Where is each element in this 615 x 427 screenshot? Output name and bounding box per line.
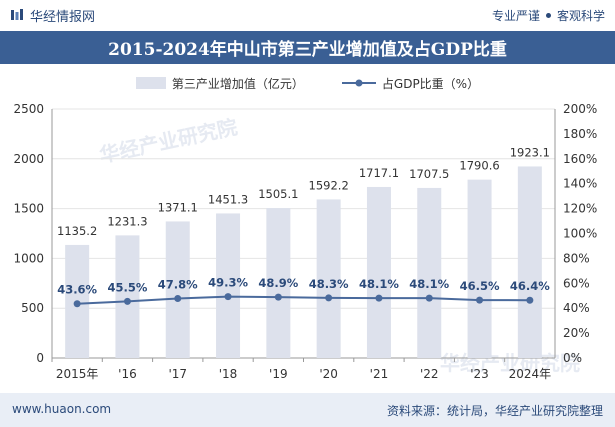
bullet-dot-icon	[545, 13, 551, 18]
slogan: 专业严谨 客观科学	[492, 7, 605, 24]
top-bar: 华经情报网 专业严谨 客观科学	[0, 0, 615, 30]
bar-value-label: 1505.1	[258, 187, 298, 201]
y-right-tick-label: 80%	[563, 251, 590, 265]
brand-name: 华经情报网	[30, 9, 96, 25]
title-bar: 2015-2024年中山市第三产业增加值及占GDP比重	[0, 31, 615, 64]
y-right-tick-label: 100%	[563, 227, 597, 241]
y-right-tick-label: 120%	[563, 202, 597, 216]
line-point	[73, 300, 81, 308]
line-value-label: 49.3%	[208, 276, 248, 290]
bar	[517, 166, 542, 358]
line-point	[123, 297, 131, 305]
line-value-label: 45.5%	[107, 280, 147, 294]
x-tick-label: '16	[118, 367, 137, 381]
bar-value-label: 1371.1	[158, 200, 198, 214]
chart-legend: 第三产业增加值（亿元） 占GDP比重（%）	[0, 66, 615, 100]
x-tick-label: 2015年	[56, 367, 99, 381]
line-value-label: 46.5%	[460, 279, 500, 293]
watermark-text: 华经产业研究院	[440, 351, 580, 375]
y-right-tick-label: 180%	[563, 127, 597, 141]
legend-bar-label: 第三产业增加值（亿元）	[171, 76, 304, 91]
y-right-tick-label: 140%	[563, 177, 597, 191]
bar	[366, 186, 391, 358]
chart-title: 2015-2024年中山市第三产业增加值及占GDP比重	[108, 40, 507, 60]
bar-value-label: 1451.3	[208, 192, 248, 206]
line-value-label: 48.1%	[409, 277, 449, 291]
y-left-tick-label: 1500	[13, 202, 44, 216]
slogan-left: 专业严谨	[491, 9, 540, 23]
line-point	[476, 296, 484, 304]
legend-item-bar: 第三产业增加值（亿元）	[135, 75, 304, 92]
x-tick-label: 2024年	[509, 367, 552, 381]
y-left-tick-label: 500	[21, 301, 44, 315]
bar	[115, 235, 140, 358]
y-right-tick-label: 0%	[563, 351, 582, 365]
line-point	[375, 294, 383, 302]
line-point	[425, 294, 433, 302]
y-right-tick-label: 160%	[563, 152, 597, 166]
bar	[216, 213, 241, 358]
y-left-tick-label: 2500	[13, 102, 44, 116]
footer: www.huaon.com 资料来源：统计局，华经产业研究院整理	[0, 393, 615, 427]
bar	[316, 199, 341, 358]
line-point	[325, 294, 333, 302]
bar-value-label: 1923.1	[510, 145, 550, 159]
line-value-label: 47.8%	[158, 277, 198, 291]
bar-value-label: 1135.2	[57, 224, 97, 238]
watermark-text: 华经产业研究院	[97, 115, 239, 168]
y-left-tick-label: 0	[36, 351, 44, 365]
line-value-label: 43.6%	[57, 283, 97, 297]
slogan-right: 客观科学	[556, 9, 605, 23]
y-left-tick-label: 1000	[13, 251, 44, 265]
line-series	[77, 295, 530, 305]
y-left-tick-label: 2000	[13, 152, 44, 166]
y-right-tick-label: 60%	[563, 276, 590, 290]
x-tick-label: '19	[269, 367, 288, 381]
bar-value-label: 1790.6	[459, 159, 499, 173]
x-tick-label: '21	[370, 367, 389, 381]
bar-value-label: 1231.3	[107, 214, 147, 228]
line-point	[224, 293, 232, 301]
y-right-tick-label: 200%	[563, 102, 597, 116]
legend-item-line: 占GDP比重（%）	[341, 75, 480, 92]
x-tick-label: '18	[219, 367, 238, 381]
x-tick-label: '22	[420, 367, 439, 381]
legend-line-label: 占GDP比重（%）	[381, 76, 480, 91]
bar-value-label: 1707.5	[409, 167, 449, 181]
line-value-label: 48.3%	[309, 277, 349, 291]
x-tick-label: '17	[168, 367, 187, 381]
legend-line-swatch	[341, 79, 376, 87]
y-right-tick-label: 20%	[563, 326, 590, 340]
chart-canvas: 华经产业研究院华经产业研究院050010001500200025000%20%4…	[13, 102, 597, 381]
y-right-tick-label: 40%	[563, 301, 590, 315]
line-value-label: 46.4%	[510, 279, 550, 293]
bar	[467, 179, 492, 358]
bar	[417, 187, 442, 358]
line-point	[526, 296, 534, 304]
bar-value-label: 1592.2	[309, 178, 349, 192]
brand: 华经情报网	[10, 6, 96, 25]
line-value-label: 48.1%	[359, 277, 399, 291]
footer-site: www.huaon.com	[12, 402, 112, 416]
bar-value-label: 1717.1	[359, 166, 399, 180]
footer-source: 资料来源：统计局，华经产业研究院整理	[386, 404, 603, 418]
brand-logo-icon	[11, 9, 23, 20]
line-point	[174, 294, 182, 302]
line-point	[274, 293, 282, 301]
x-tick-label: '20	[319, 367, 338, 381]
bar	[165, 221, 190, 358]
legend-bar-swatch	[135, 77, 166, 89]
x-tick-label: '23	[470, 367, 489, 381]
bar	[266, 208, 291, 358]
line-value-label: 48.9%	[258, 276, 298, 290]
